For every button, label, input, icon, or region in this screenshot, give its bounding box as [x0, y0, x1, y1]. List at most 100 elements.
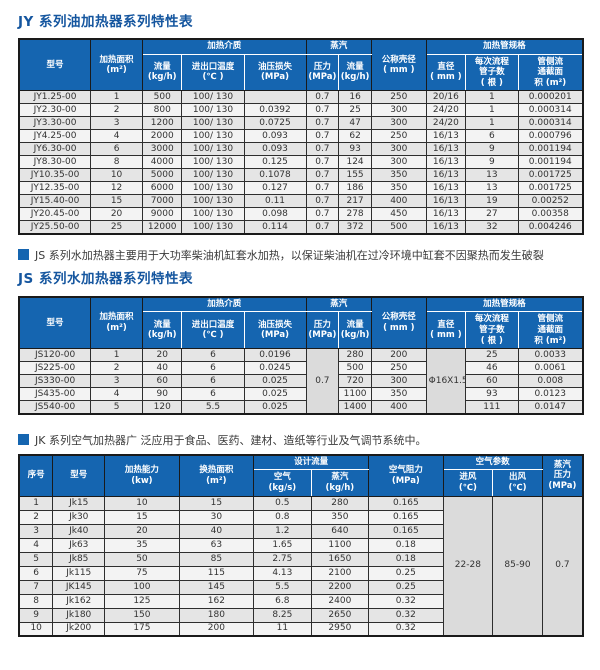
header-row: 空气 (kg/s) 蒸汽 (kg/h) 进风 (℃) 出风 (℃) [19, 469, 583, 497]
table-cell: 2 [18, 509, 54, 525]
table-cell: 2650 [310, 607, 370, 623]
table-cell: 155 [338, 168, 372, 183]
table-cell: 8 [90, 155, 143, 170]
table-cell: 16 [338, 90, 372, 105]
table-cell: 100/ 130 [181, 129, 245, 144]
table-cell: 0.0033 [517, 348, 584, 363]
table-cell: 20/16 [425, 90, 467, 105]
table-row: JS225-00 2 40 6 0.0245 500 250 46 0.0061 [18, 361, 584, 376]
column-subheader: 直径 ( mm ) [425, 311, 467, 350]
table-cell: 16/13 [425, 155, 467, 170]
jk-series-note-text: JK 系列空气加热器广 泛应用于食品、医药、建材、造纸等行业及气调节系统中。 [35, 433, 427, 447]
table-cell: 500 [338, 361, 372, 376]
table-cell: JY4.25-00 [18, 129, 92, 144]
table-cell: 0.00252 [517, 194, 584, 209]
column-subheader: 油压损失 (MPa) [243, 311, 307, 350]
table-cell: 6 [181, 361, 245, 376]
table-cell: 0.00358 [517, 207, 584, 222]
table-cell: 1 [90, 348, 143, 363]
table-cell: JS435-00 [18, 387, 92, 402]
table-row: JS435-00 4 90 6 0.025 1100 350 93 0.0123 [18, 387, 584, 402]
column-group-header: 空气参数 [442, 454, 543, 471]
table-cell: 2400 [310, 593, 370, 609]
table-cell: 50 [104, 551, 180, 567]
table-cell: 100/ 130 [181, 116, 245, 131]
column-subheader: 管侧流 通截面 积 (m²) [517, 53, 584, 92]
table-cell: 0.001725 [517, 168, 584, 183]
table-cell: 20 [90, 207, 143, 222]
table-row: 10 Jk200 175 200 11 2950 0.32 [18, 621, 583, 637]
table-cell: 0.32 [368, 621, 444, 637]
table-cell: 15 [104, 509, 180, 525]
column-subheader: 每次流程 管子数 ( 根 ) [465, 53, 519, 92]
table-cell: 0.0147 [517, 400, 584, 415]
column-subheader: 压力 (MPa) [305, 53, 340, 92]
table-cell: 12 [90, 181, 143, 196]
table-cell: JY6.30-00 [18, 142, 92, 157]
table-cell: 60 [141, 374, 183, 389]
table-cell: 5 [90, 400, 143, 415]
table-cell: 9 [465, 155, 519, 170]
column-subheader: 流量 (kg/h) [141, 53, 183, 92]
table-cell: 25 [90, 220, 143, 235]
table-cell: 0.7 [305, 207, 340, 222]
table-cell: 100/ 130 [181, 103, 245, 118]
column-header: 加热面积 (m²) [90, 38, 143, 92]
table-cell: 63 [178, 537, 255, 553]
table-cell: 0.18 [368, 537, 444, 553]
table-cell: 2950 [310, 621, 370, 637]
table-cell: 0.001194 [517, 155, 584, 170]
table-cell: 280 [310, 495, 370, 511]
table-cell: 0.7 [305, 129, 340, 144]
header-row: 型号 加热面积 (m²) 加热介质 蒸汽 公称壳径 ( mm ) 加热管规格 [18, 296, 584, 350]
table-cell: 16/13 [425, 129, 467, 144]
table-cell: 10 [90, 168, 143, 183]
table-cell: 20 [104, 523, 180, 539]
table-cell: Jk40 [52, 523, 106, 539]
table-cell: 0.32 [368, 593, 444, 609]
table-cell: 0.7 [305, 155, 340, 170]
table-cell: 1.65 [253, 537, 312, 553]
table-row: JY8.30-00 8 4000 100/ 130 0.125 0.7 124 300 16/1… [18, 155, 584, 170]
table-cell: 15 [90, 194, 143, 209]
table-cell: 2000 [141, 129, 183, 144]
table-cell: 2.75 [253, 551, 312, 567]
merged-cell: 0.7 [305, 348, 340, 415]
table-cell: JY3.30-00 [18, 116, 92, 131]
table-cell: 6 [181, 348, 245, 363]
table-cell: 120 [141, 400, 183, 415]
table-cell: 1100 [310, 537, 370, 553]
table-cell: 16/13 [425, 220, 467, 235]
table-cell: 3 [90, 116, 143, 131]
table-cell: 1100 [338, 387, 372, 402]
table-cell [243, 90, 307, 105]
table-cell: 175 [104, 621, 180, 637]
table-cell: 16/13 [425, 194, 467, 209]
column-subheader: 每次流程 管子数 ( 根 ) [465, 311, 519, 350]
table-cell: 100/ 130 [181, 90, 245, 105]
table-cell: 0.025 [243, 374, 307, 389]
table-cell: 46 [465, 361, 519, 376]
table-cell: 100/ 130 [181, 142, 245, 157]
table-cell: 85 [178, 551, 255, 567]
table-row: JS330-00 3 60 6 0.025 720 300 60 0.008 [18, 374, 584, 389]
table-cell: 0.7 [305, 116, 340, 131]
jk-air-heater-table: 序号 型号 加热能力 (kw) 换热面积 (m²) 设计流量 空气阻力 (MPa) 空气参数… [18, 453, 584, 637]
table-cell: Jk180 [52, 607, 106, 623]
table-row: JY1.25-00 1 500 100/ 130 0.7 16 250 20/16 1 0.000… [18, 90, 584, 105]
table-cell: 1 [465, 116, 519, 131]
table-cell: 11 [253, 621, 312, 637]
column-subheader: 进出口温度 (℃ ) [181, 53, 245, 92]
table-cell: 1 [465, 90, 519, 105]
column-header: 加热面积 (m²) [90, 296, 143, 350]
column-group-header: 加热介质 [142, 296, 307, 313]
column-subheader: 进出口温度 (℃ ) [181, 311, 245, 350]
header-row: 流量 (kg/h) 进出口温度 (℃ ) 油压损失 (MPa) 压力 (MPa) 流量 … [19, 53, 584, 92]
table-cell: 0.001194 [517, 142, 584, 157]
table-cell: 7000 [141, 194, 183, 209]
table-cell: 3 [90, 374, 143, 389]
table-cell: Jk63 [52, 537, 106, 553]
table-cell: JY20.45-00 [18, 207, 92, 222]
table-cell: 111 [465, 400, 519, 415]
table-cell: 35 [104, 537, 180, 553]
